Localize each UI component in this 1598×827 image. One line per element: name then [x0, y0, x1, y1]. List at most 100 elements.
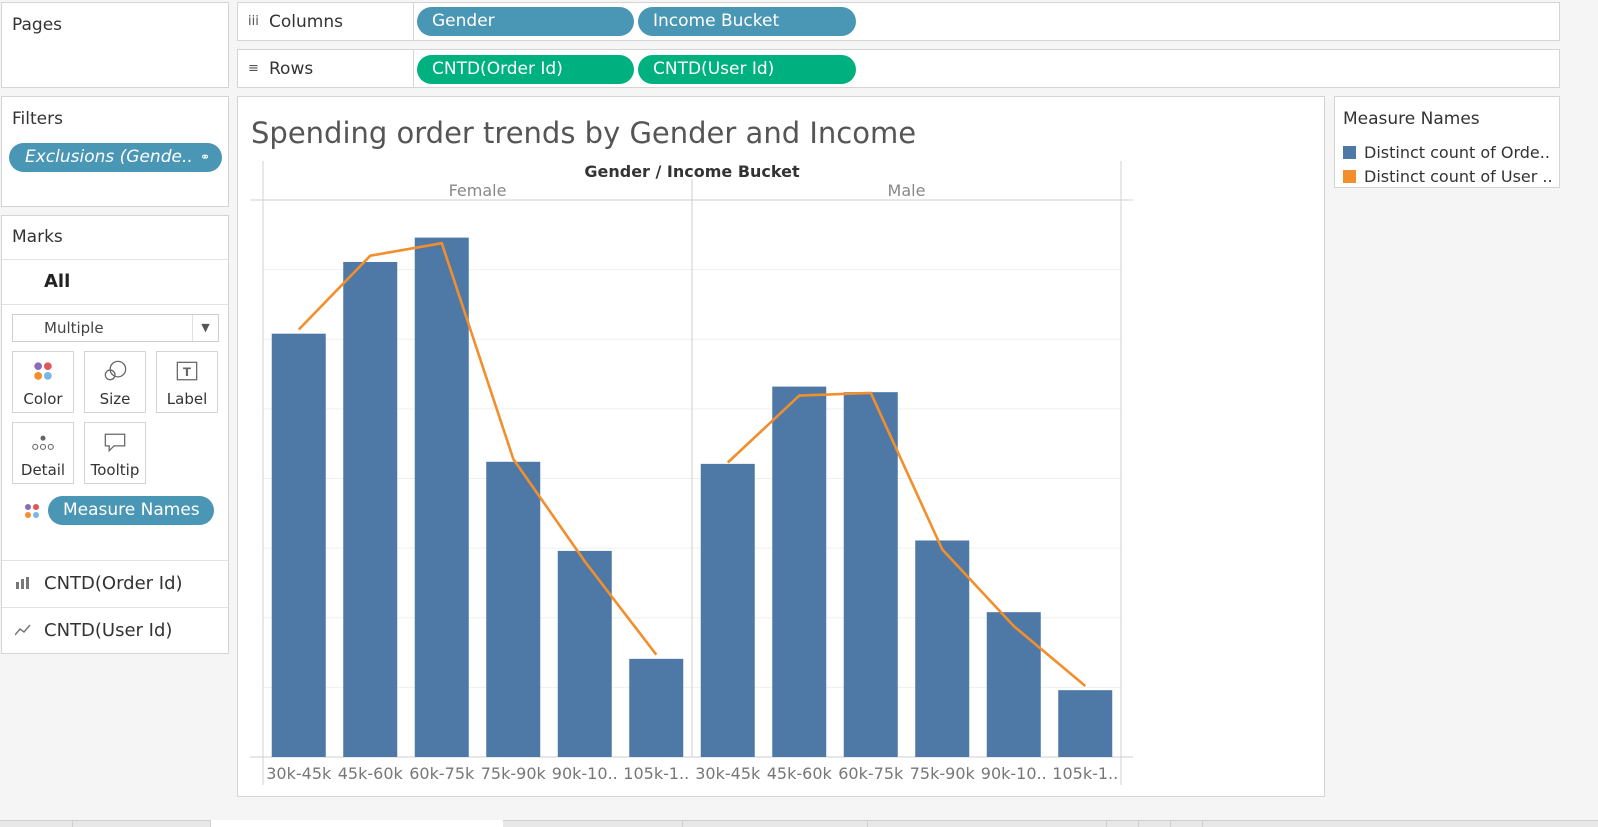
- rows-shelf[interactable]: ≡ Rows CNTD(Order Id) CNTD(User Id): [237, 49, 1560, 88]
- rows-label: Rows: [269, 59, 314, 79]
- measure-names-pill[interactable]: Measure Names: [48, 496, 214, 525]
- bar-mark-icon: [16, 577, 29, 589]
- bar: [271, 333, 326, 757]
- tooltip-label: Tooltip: [90, 461, 140, 479]
- link-icon: ⚭: [199, 150, 210, 164]
- bar: [414, 237, 469, 757]
- pane-header-label: Female: [449, 181, 507, 200]
- income-bucket-pill[interactable]: Income Bucket: [638, 7, 856, 36]
- bar: [700, 463, 755, 757]
- cntd-order-id-card-label: CNTD(Order Id): [44, 573, 183, 594]
- legend-label-orders: Distinct count of Orde..: [1364, 143, 1550, 162]
- sheet-tab-divider: [682, 820, 683, 827]
- series-line: [297, 241, 658, 656]
- cntd-user-id-pill[interactable]: CNTD(User Id): [638, 55, 856, 84]
- exclusions-filter-label: Exclusions (Gende..: [25, 147, 193, 167]
- columns-icon: iii: [248, 14, 259, 29]
- tooltip-icon: [104, 433, 126, 453]
- color-button[interactable]: Color: [12, 351, 74, 413]
- tooltip-button[interactable]: Tooltip: [84, 422, 146, 484]
- x-tick-label: 60k-75k: [409, 764, 475, 783]
- column-header-title: Gender / Income Bucket: [584, 162, 800, 181]
- marks-title: Marks: [12, 227, 63, 247]
- label-button[interactable]: T Label: [156, 351, 218, 413]
- pane-header-label: Male: [888, 181, 926, 200]
- marks-all-row[interactable]: All: [2, 259, 228, 305]
- columns-shelf[interactable]: iii Columns Gender Income Bucket: [237, 2, 1560, 41]
- x-tick-label: 60k-75k: [838, 764, 904, 783]
- color-icon: [34, 362, 52, 380]
- gender-pill[interactable]: Gender: [417, 7, 634, 36]
- detail-button[interactable]: Detail: [12, 422, 74, 484]
- legend-swatch-orders: [1343, 146, 1356, 159]
- legend-title: Measure Names: [1343, 109, 1480, 129]
- bar: [915, 540, 970, 757]
- bar: [557, 550, 612, 757]
- x-tick-label: 75k-90k: [910, 764, 976, 783]
- detail-label: Detail: [20, 461, 66, 479]
- columns-shelf-label: iii Columns: [238, 3, 414, 40]
- pages-title: Pages: [12, 15, 63, 35]
- legend-pane: Measure Names Distinct count of Orde.. D…: [1334, 96, 1560, 188]
- filters-title: Filters: [12, 109, 63, 129]
- size-icon: [104, 360, 127, 381]
- x-tick-label: 105k-1..: [1052, 764, 1118, 783]
- label-icon: T: [176, 361, 198, 381]
- bar: [343, 261, 398, 757]
- sheet-tab-divider: [1106, 820, 1107, 827]
- marks-pane: Marks All Multiple ▼ Color Size T Label: [1, 215, 229, 654]
- bar: [1058, 690, 1113, 757]
- x-tick-label: 30k-45k: [266, 764, 332, 783]
- pane-headers: Female Male: [449, 181, 926, 200]
- sheet-tab-active[interactable]: [210, 820, 503, 827]
- detail-icon: [32, 435, 54, 450]
- sheet-tab-divider: [1170, 820, 1171, 827]
- chevron-down-icon: ▼: [192, 315, 218, 341]
- legend-label-users: Distinct count of User ..: [1364, 167, 1553, 186]
- x-tick-label: 75k-90k: [481, 764, 547, 783]
- chart: Spending order trends by Gender and Inco…: [250, 116, 1133, 785]
- rows-icon: ≡: [248, 61, 259, 76]
- legend-swatch-users: [1343, 170, 1356, 183]
- filters-pane: Filters Exclusions (Gende.. ⚭: [1, 96, 229, 207]
- chart-title: Spending order trends by Gender and Inco…: [251, 116, 916, 150]
- bar: [843, 392, 898, 757]
- bar: [486, 461, 541, 757]
- bar: [629, 658, 684, 757]
- sheet-tab-divider: [1202, 820, 1203, 827]
- cntd-order-id-pill[interactable]: CNTD(Order Id): [417, 55, 634, 84]
- mark-type-select[interactable]: Multiple ▼: [12, 314, 219, 342]
- cntd-user-id-card-label: CNTD(User Id): [44, 620, 173, 641]
- sheet-tab-divider: [1138, 820, 1139, 827]
- bar: [772, 386, 827, 757]
- view-pane: Spending order trends by Gender and Inco…: [237, 96, 1325, 797]
- size-button[interactable]: Size: [84, 351, 146, 413]
- exclusions-filter-pill[interactable]: Exclusions (Gende.. ⚭: [9, 143, 222, 172]
- x-tick-label: 105k-1..: [623, 764, 689, 783]
- size-label: Size: [99, 390, 131, 408]
- color-label: Color: [23, 390, 63, 408]
- color-encoding-icon: [25, 504, 39, 518]
- x-tick-label: 45k-60k: [767, 764, 833, 783]
- legend-item-users[interactable]: Distinct count of User ..: [1343, 167, 1553, 187]
- mark-type-value: Multiple: [44, 319, 104, 337]
- sheet-tab-divider: [72, 820, 73, 827]
- cntd-user-id-card[interactable]: CNTD(User Id): [2, 607, 228, 653]
- bar: [986, 612, 1041, 757]
- marks-all-label: All: [44, 271, 71, 292]
- label-label: Label: [166, 390, 208, 408]
- sheet-tab-divider: [867, 820, 868, 827]
- x-tick-label: 30k-45k: [695, 764, 761, 783]
- x-tick-label: 45k-60k: [338, 764, 404, 783]
- series-line: [726, 391, 1087, 687]
- pages-pane: Pages: [1, 2, 229, 88]
- line-series: [297, 241, 1087, 687]
- svg-text:T: T: [183, 365, 191, 379]
- legend-item-orders[interactable]: Distinct count of Orde..: [1343, 143, 1550, 163]
- cntd-order-id-card[interactable]: CNTD(Order Id): [2, 560, 228, 606]
- x-tick-labels: 30k-45k 45k-60k 60k-75k 75k-90k 90k-10.. 105k…: [266, 764, 1118, 783]
- x-tick-label: 90k-10..: [552, 764, 618, 783]
- line-mark-icon: [15, 624, 31, 636]
- sheet-tab-strip: [0, 820, 1598, 827]
- x-tick-label: 90k-10..: [981, 764, 1047, 783]
